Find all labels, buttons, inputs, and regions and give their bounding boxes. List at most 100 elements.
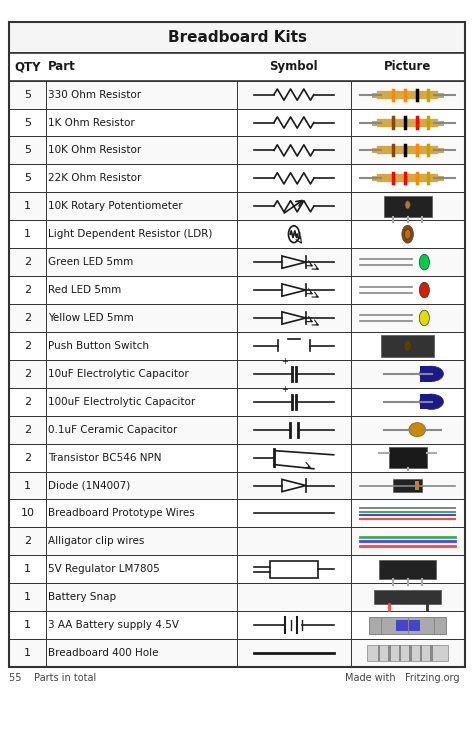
Bar [9,611,465,639]
Text: 2: 2 [24,424,31,435]
Bar [399,645,401,652]
Bar [9,164,465,192]
Text: Breadboard Prototype Wires: Breadboard Prototype Wires [48,509,195,518]
Circle shape [419,254,429,270]
Text: Green LED 5mm: Green LED 5mm [48,257,134,267]
Bar [389,447,427,468]
Bar [369,616,446,633]
Text: 3 AA Battery supply 4.5V: 3 AA Battery supply 4.5V [48,620,179,630]
Bar [430,645,433,652]
Bar [430,649,433,657]
Text: Yellow LED 5mm: Yellow LED 5mm [48,313,134,323]
Bar [9,22,465,53]
Bar [399,654,401,661]
Text: 5: 5 [24,145,31,155]
Text: 1K Ohm Resistor: 1K Ohm Resistor [48,117,135,128]
Text: 5: 5 [24,89,31,100]
Bar [9,528,465,556]
Text: 10: 10 [21,509,35,518]
Bar [409,649,412,657]
Text: 1: 1 [24,620,31,630]
Bar [9,276,465,304]
Text: 2: 2 [24,313,31,323]
Bar [9,53,465,81]
Circle shape [419,282,429,298]
Text: 10K Ohm Resistor: 10K Ohm Resistor [48,145,142,155]
Bar [419,394,431,410]
Text: 1: 1 [24,648,31,658]
Bar [374,590,441,604]
Text: Picture: Picture [384,60,431,73]
Text: Symbol: Symbol [270,60,318,73]
Circle shape [405,201,410,209]
Bar [9,639,465,667]
Text: Push Button Switch: Push Button Switch [48,341,149,351]
Bar [9,388,465,416]
Bar [378,654,381,661]
Bar [382,335,434,356]
Bar [9,360,465,388]
Bar [430,654,433,661]
Text: Battery Snap: Battery Snap [48,592,117,603]
Circle shape [419,310,429,325]
Text: QTY: QTY [14,60,41,73]
Text: 2: 2 [24,285,31,295]
Bar [419,645,422,652]
Bar [9,192,465,220]
Text: 22K Ohm Resistor: 22K Ohm Resistor [48,174,142,183]
Text: 5: 5 [24,174,31,183]
Bar [9,471,465,499]
Bar [378,645,381,652]
Bar [9,556,465,583]
Circle shape [404,340,411,352]
Bar [9,220,465,248]
Bar [9,416,465,443]
Bar [9,499,465,528]
Bar [9,443,465,471]
Ellipse shape [419,366,444,381]
Text: 2: 2 [24,452,31,463]
Bar [393,479,422,492]
Text: Diode (1N4007): Diode (1N4007) [48,481,130,490]
Bar [388,645,391,652]
Text: 2: 2 [24,537,31,546]
Text: Made with   Fritzing.org: Made with Fritzing.org [345,673,460,683]
Text: 330 Ohm Resistor: 330 Ohm Resistor [48,89,141,100]
Text: 1: 1 [24,481,31,490]
Bar [270,561,318,578]
Bar [388,649,391,657]
Bar [415,482,419,490]
Bar [9,136,465,164]
Text: 5: 5 [24,117,31,128]
Text: 2: 2 [24,341,31,351]
Bar [9,332,465,360]
Text: Breadboard Kits: Breadboard Kits [167,30,307,45]
Circle shape [404,229,411,239]
Text: Alligator clip wires: Alligator clip wires [48,537,145,546]
Bar [9,248,465,276]
Text: 100uF Electrolytic Capacitor: 100uF Electrolytic Capacitor [48,397,195,407]
Text: 0.1uF Ceramic Capacitor: 0.1uF Ceramic Capacitor [48,424,177,435]
Bar [419,366,431,381]
Text: Transistor BC546 NPN: Transistor BC546 NPN [48,452,162,463]
Text: 1: 1 [24,564,31,574]
Circle shape [402,225,413,243]
Text: 2: 2 [24,397,31,407]
Text: Breadboard 400 Hole: Breadboard 400 Hole [48,648,159,658]
Text: 5V Regulator LM7805: 5V Regulator LM7805 [48,564,160,574]
Bar [9,22,465,667]
Bar [379,559,436,579]
Ellipse shape [419,394,444,410]
Bar [9,304,465,332]
Bar [409,654,412,661]
Text: 1: 1 [24,592,31,603]
Text: 1: 1 [24,229,31,239]
Bar [384,196,431,217]
Text: 2: 2 [24,257,31,267]
Bar [367,645,448,661]
Bar [419,654,422,661]
Text: +: + [281,385,288,394]
Text: Light Dependent Resistor (LDR): Light Dependent Resistor (LDR) [48,229,213,239]
Bar [388,654,391,661]
Text: Part: Part [48,60,76,73]
